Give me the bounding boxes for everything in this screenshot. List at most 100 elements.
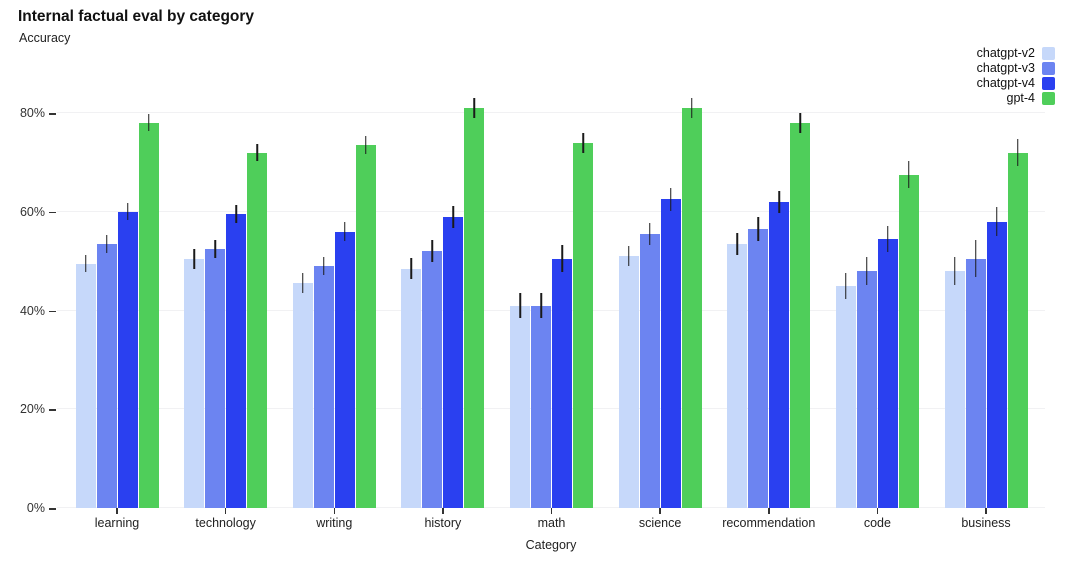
bar-group-science bbox=[618, 90, 702, 508]
error-bar-chatgpt-v3-recommendation bbox=[757, 216, 759, 242]
error-bar-chatgpt-v3-writing bbox=[323, 257, 325, 275]
error-bar-chatgpt-v3-business bbox=[974, 240, 977, 277]
legend-swatch bbox=[1042, 91, 1055, 105]
plot-area: learning technology writing history math scie… bbox=[57, 90, 1045, 530]
legend-label: chatgpt-v3 bbox=[976, 61, 1035, 75]
bar-chatgpt-v2-math bbox=[510, 293, 530, 508]
error-bar-chatgpt-v2-technology bbox=[193, 248, 195, 269]
x-tick-mark-writing bbox=[333, 508, 335, 514]
y-tick-mark bbox=[49, 113, 56, 115]
legend-item-chatgpt-v2: chatgpt-v2 bbox=[977, 46, 1055, 60]
error-bar-gpt-4-history bbox=[473, 98, 476, 118]
error-bar-chatgpt-v4-science bbox=[669, 188, 672, 211]
bar-group-math bbox=[510, 90, 593, 508]
bar-chatgpt-v3-history bbox=[422, 240, 443, 508]
bar-chatgpt-v4-business bbox=[986, 206, 1007, 508]
bar-chatgpt-v2-history bbox=[401, 257, 422, 508]
bar-gpt-4-code bbox=[898, 161, 919, 508]
bar-gpt-4-recommendation bbox=[790, 112, 811, 508]
error-bar-chatgpt-v3-code bbox=[866, 257, 868, 285]
x-tick-label-code: code bbox=[863, 516, 891, 530]
bar-group-recommendation bbox=[727, 90, 811, 508]
bar-chatgpt-v3-learning bbox=[96, 234, 117, 508]
error-bar-chatgpt-v3-science bbox=[648, 222, 651, 246]
legend: chatgpt-v2 chatgpt-v3 chatgpt-v4 gpt-4 bbox=[977, 46, 1055, 105]
y-axis-title: Accuracy bbox=[19, 31, 71, 45]
x-axis-title: Category bbox=[525, 538, 577, 552]
error-bar-gpt-4-code bbox=[908, 161, 910, 189]
bar-chatgpt-v4-history bbox=[443, 205, 464, 508]
legend-item-gpt-4: gpt-4 bbox=[977, 91, 1055, 105]
error-bar-gpt-4-science bbox=[690, 98, 693, 118]
bar-group-learning bbox=[75, 90, 159, 508]
error-bar-chatgpt-v2-math bbox=[519, 293, 521, 318]
bar-group-technology bbox=[184, 90, 268, 508]
error-bar-chatgpt-v2-science bbox=[627, 246, 630, 267]
gridline-80% bbox=[57, 112, 1045, 113]
bar-gpt-4-writing bbox=[355, 136, 376, 508]
bar-chatgpt-v3-writing bbox=[313, 257, 334, 508]
gridline-40% bbox=[57, 309, 1045, 311]
error-bar-chatgpt-v4-learning bbox=[126, 203, 129, 221]
error-bar-gpt-4-recommendation bbox=[799, 112, 801, 134]
x-tick-label-technology: technology bbox=[195, 516, 256, 530]
bar-group-code bbox=[835, 90, 919, 508]
bar-chatgpt-v3-math bbox=[531, 293, 551, 508]
x-tick-mark-learning bbox=[116, 508, 118, 514]
bar-gpt-4-math bbox=[573, 132, 593, 508]
bar-chatgpt-v3-business bbox=[965, 240, 986, 508]
error-bar-chatgpt-v2-code bbox=[845, 272, 847, 299]
error-bar-chatgpt-v2-business bbox=[953, 256, 956, 286]
error-bar-chatgpt-v3-math bbox=[540, 293, 542, 318]
legend-item-chatgpt-v3: chatgpt-v3 bbox=[977, 61, 1055, 75]
y-tick-label-40%: 40% bbox=[19, 303, 45, 318]
bar-gpt-4-learning bbox=[138, 114, 159, 508]
error-bar-chatgpt-v4-business bbox=[995, 206, 998, 237]
bar-chatgpt-v4-science bbox=[660, 188, 681, 508]
y-tick-label-80%: 80% bbox=[19, 106, 45, 120]
legend-swatch bbox=[1042, 46, 1055, 60]
bar-chatgpt-v4-technology bbox=[226, 205, 247, 508]
legend-swatch bbox=[1042, 76, 1055, 90]
bar-chatgpt-v2-technology bbox=[184, 248, 205, 508]
x-tick-label-writing: writing bbox=[316, 516, 353, 530]
error-bar-chatgpt-v4-history bbox=[452, 205, 455, 228]
error-bar-chatgpt-v2-writing bbox=[302, 273, 304, 294]
bar-chatgpt-v3-recommendation bbox=[748, 216, 769, 508]
y-tick-mark bbox=[49, 211, 56, 214]
y-tick-mark bbox=[49, 409, 56, 411]
x-tick-mark-math bbox=[550, 508, 553, 514]
chart-title: Internal factual eval by category bbox=[18, 8, 255, 25]
bar-chatgpt-v3-science bbox=[639, 222, 660, 508]
x-tick-label-learning: learning bbox=[94, 516, 140, 530]
y-tick-mark bbox=[49, 508, 56, 510]
error-bar-chatgpt-v2-recommendation bbox=[736, 232, 738, 255]
error-bar-chatgpt-v3-history bbox=[431, 240, 434, 263]
bar-chatgpt-v2-learning bbox=[75, 255, 96, 508]
bar-chatgpt-v3-technology bbox=[205, 239, 226, 508]
x-tick-mark-history bbox=[442, 508, 444, 514]
x-tick-mark-technology bbox=[224, 508, 227, 514]
legend-item-chatgpt-v4: chatgpt-v4 bbox=[977, 76, 1055, 90]
bar-group-history bbox=[401, 90, 485, 508]
gridline-0% bbox=[57, 507, 1045, 508]
gridline-60% bbox=[57, 210, 1045, 212]
x-tick-mark-science bbox=[659, 508, 661, 514]
bar-chatgpt-v4-recommendation bbox=[769, 190, 790, 508]
y-tick-mark bbox=[49, 310, 56, 312]
error-bar-chatgpt-v4-math bbox=[561, 245, 563, 272]
bar-gpt-4-history bbox=[464, 98, 485, 508]
bar-gpt-4-business bbox=[1007, 138, 1028, 508]
bar-chatgpt-v3-code bbox=[856, 257, 877, 508]
error-bar-gpt-4-technology bbox=[256, 144, 258, 161]
x-tick-label-math: math bbox=[537, 516, 566, 530]
bar-chatgpt-v2-code bbox=[835, 272, 856, 508]
bar-chatgpt-v4-writing bbox=[334, 221, 355, 508]
x-tick-mark-business bbox=[985, 508, 987, 514]
error-bar-gpt-4-math bbox=[582, 132, 584, 153]
x-tick-label-business: business bbox=[961, 516, 1011, 530]
bar-group-business bbox=[944, 90, 1028, 508]
error-bar-chatgpt-v4-recommendation bbox=[778, 190, 780, 214]
error-bar-gpt-4-learning bbox=[147, 114, 150, 132]
x-tick-label-science: science bbox=[638, 516, 682, 530]
